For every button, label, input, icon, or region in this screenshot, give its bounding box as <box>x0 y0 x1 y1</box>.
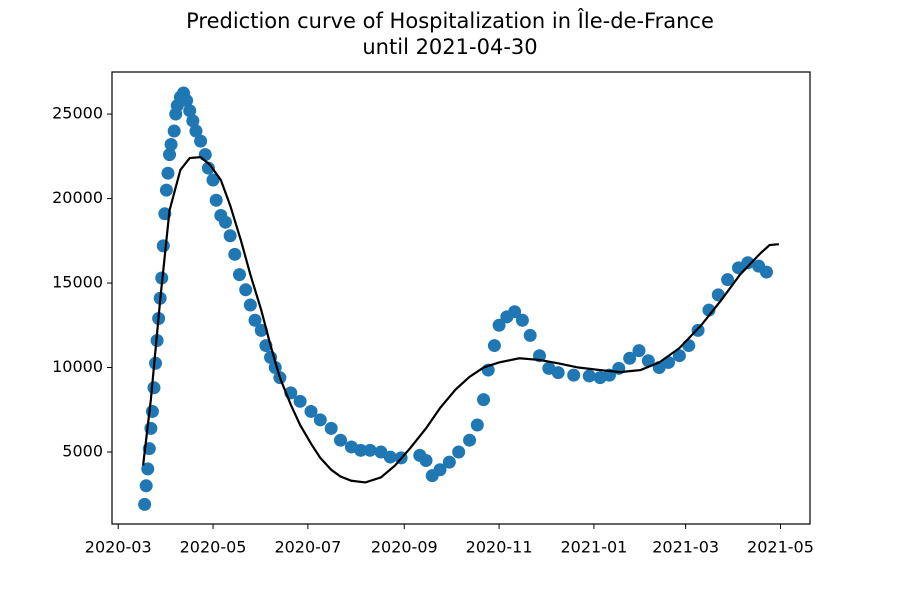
data-point <box>139 479 153 493</box>
data-point <box>623 351 637 365</box>
data-point <box>239 283 253 297</box>
data-point <box>147 381 161 395</box>
data-point <box>470 418 484 432</box>
data-point <box>180 94 194 108</box>
data-point <box>167 124 181 138</box>
data-point <box>452 445 466 459</box>
data-point <box>508 305 522 319</box>
data-point <box>383 450 397 464</box>
data-point <box>141 462 155 476</box>
data-point <box>206 173 220 187</box>
data-point <box>293 394 307 408</box>
data-point <box>248 313 262 327</box>
y-tick-label: 5000 <box>62 442 103 461</box>
data-point <box>582 369 596 383</box>
data-point <box>641 354 655 368</box>
data-point <box>419 453 433 467</box>
data-point <box>672 349 686 363</box>
data-point <box>228 247 242 261</box>
x-tick-label: 2021-05 <box>747 538 814 557</box>
data-point <box>354 443 368 457</box>
data-point <box>209 193 223 207</box>
data-point <box>492 318 506 332</box>
data-point <box>194 134 208 148</box>
data-point <box>551 366 565 380</box>
data-point <box>759 265 773 279</box>
data-point <box>632 344 646 358</box>
x-tick-label: 2020-05 <box>180 538 247 557</box>
data-point <box>682 339 696 353</box>
plot-frame <box>111 71 811 525</box>
y-tick-label: 20000 <box>52 188 103 207</box>
data-point <box>138 497 152 511</box>
data-point <box>243 298 257 312</box>
data-point <box>164 137 178 151</box>
data-point <box>198 148 212 162</box>
data-point <box>567 368 581 382</box>
data-point <box>313 413 327 427</box>
data-point <box>487 339 501 353</box>
scatter-points <box>138 86 773 511</box>
data-point <box>691 323 705 337</box>
data-point <box>741 256 755 270</box>
fit-line <box>141 156 780 484</box>
data-point <box>189 124 203 138</box>
data-point <box>477 393 491 407</box>
data-point <box>161 166 175 180</box>
data-point <box>304 404 318 418</box>
x-tick-label: 2021-01 <box>560 538 627 557</box>
x-tick-label: 2020-09 <box>371 538 438 557</box>
data-point <box>523 328 537 342</box>
data-point <box>163 148 177 162</box>
data-point <box>254 323 268 337</box>
data-point <box>218 215 232 229</box>
y-tick-label: 10000 <box>52 357 103 376</box>
data-point <box>156 239 170 253</box>
data-point <box>515 313 529 327</box>
data-point <box>334 433 348 447</box>
data-point <box>201 161 215 175</box>
data-point <box>232 268 246 282</box>
data-point <box>363 443 377 457</box>
x-tick-label: 2020-03 <box>85 538 152 557</box>
data-point <box>159 183 173 197</box>
data-point <box>149 356 163 370</box>
x-tick-label: 2020-11 <box>466 538 533 557</box>
data-point <box>702 303 716 317</box>
data-point <box>721 273 735 287</box>
data-point <box>183 104 197 118</box>
chart-title: Prediction curve of Hospitalization in Î… <box>186 9 714 59</box>
data-point <box>324 421 338 435</box>
y-tick-label: 15000 <box>52 273 103 292</box>
data-point <box>223 229 237 243</box>
data-point <box>433 463 447 477</box>
data-point <box>442 455 456 469</box>
data-point <box>463 433 477 447</box>
x-tick-label: 2020-07 <box>274 538 341 557</box>
x-tick-label: 2021-03 <box>652 538 719 557</box>
y-tick-label: 25000 <box>52 104 103 123</box>
data-point <box>186 114 200 128</box>
